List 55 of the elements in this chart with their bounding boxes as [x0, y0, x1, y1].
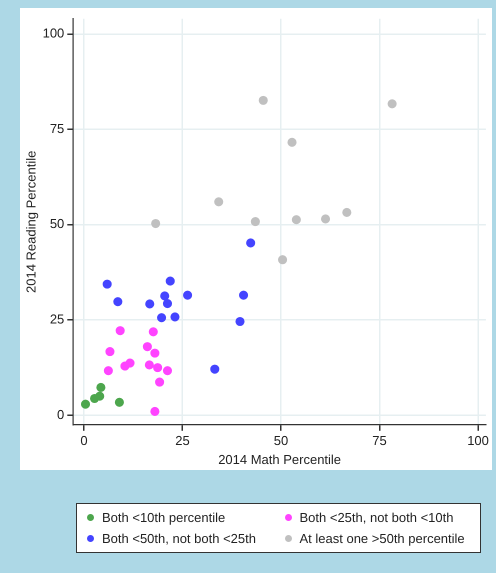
point — [170, 312, 180, 322]
legend-label: Both <25th, not both <10th — [300, 510, 454, 525]
point — [278, 255, 288, 264]
point — [162, 366, 172, 376]
point — [214, 197, 224, 206]
point — [157, 313, 166, 322]
point — [292, 215, 301, 224]
point — [142, 342, 152, 352]
x-axis-title: 2014 Math Percentile — [218, 452, 342, 467]
point — [144, 360, 154, 370]
y-axis-title: 2014 Reading Percentile — [23, 150, 38, 293]
point — [153, 363, 162, 372]
x-tick-label: 75 — [372, 433, 387, 448]
x-tick-label: 25 — [175, 433, 190, 448]
point — [113, 297, 122, 306]
y-tick-label: 50 — [50, 216, 64, 232]
y-tick-label: 25 — [50, 312, 64, 327]
point — [116, 326, 125, 336]
x-tick-label: 50 — [274, 433, 288, 448]
point — [105, 347, 114, 356]
point — [150, 348, 160, 358]
x-tick-label: 100 — [467, 433, 489, 448]
point — [148, 327, 158, 336]
legend-label: At least one >50th percentile — [300, 531, 465, 546]
point — [287, 138, 297, 147]
legend-label: Both <50th, not both <25th — [102, 531, 256, 546]
point — [388, 99, 397, 108]
point — [160, 291, 170, 300]
point — [96, 382, 106, 392]
point — [114, 398, 124, 407]
point — [235, 316, 245, 326]
point — [145, 299, 154, 309]
point — [258, 96, 268, 105]
point — [239, 290, 248, 300]
point — [120, 362, 130, 371]
point — [104, 366, 113, 376]
legend-label: Both <10th percentile — [102, 510, 226, 525]
point — [102, 280, 112, 289]
point — [246, 238, 256, 248]
y-tick-label: 100 — [42, 26, 64, 41]
point — [342, 208, 352, 218]
point — [166, 276, 175, 286]
y-tick-label: 75 — [50, 120, 64, 136]
point — [150, 406, 160, 416]
point — [95, 392, 104, 401]
point — [162, 299, 172, 308]
point — [155, 378, 164, 387]
point — [250, 217, 260, 226]
point — [183, 290, 192, 300]
point — [210, 364, 220, 374]
point — [80, 400, 90, 409]
point — [320, 214, 330, 224]
x-tick-label: 0 — [80, 433, 88, 448]
y-tick-label: 0 — [57, 406, 64, 422]
point — [151, 218, 160, 228]
